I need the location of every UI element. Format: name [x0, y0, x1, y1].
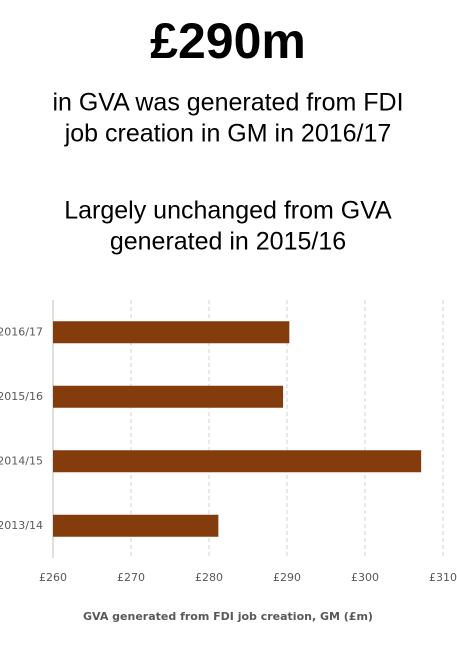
bar — [53, 450, 422, 473]
x-tick-label: £260 — [39, 571, 67, 584]
y-tick-label: 2013/14 — [0, 519, 43, 532]
subtitle-line: job creation in GM in 2016/17 — [64, 120, 392, 148]
x-tick-label: £300 — [351, 571, 379, 584]
x-tick-label: £280 — [195, 571, 223, 584]
y-tick-label: 2014/15 — [0, 454, 43, 467]
note-line: Largely unchanged from GVA — [64, 197, 392, 225]
x-axis-title: GVA generated from FDI job creation, GM … — [83, 610, 373, 623]
y-tick-label: 2016/17 — [0, 325, 43, 338]
bar — [53, 385, 284, 408]
x-tick-label: £310 — [429, 571, 457, 584]
bar — [53, 321, 290, 344]
bar — [53, 514, 219, 537]
headline: £290m — [150, 13, 306, 69]
x-tick-label: £270 — [117, 571, 145, 584]
y-tick-label: 2015/16 — [0, 390, 43, 403]
x-tick-label: £290 — [273, 571, 301, 584]
subtitle-line: in GVA was generated from FDI — [52, 89, 403, 117]
note-line: generated in 2015/16 — [110, 228, 346, 256]
